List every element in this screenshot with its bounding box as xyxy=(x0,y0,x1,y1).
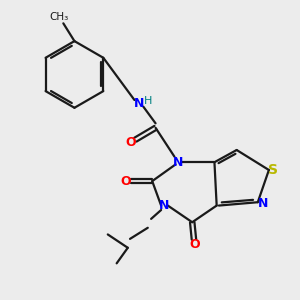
Text: O: O xyxy=(126,136,136,149)
Text: N: N xyxy=(258,197,268,210)
Text: N: N xyxy=(159,199,170,212)
Text: O: O xyxy=(189,238,200,251)
Text: S: S xyxy=(268,163,278,177)
Text: H: H xyxy=(144,96,152,106)
Text: N: N xyxy=(134,97,144,110)
Text: N: N xyxy=(172,156,183,169)
Text: O: O xyxy=(120,175,131,188)
Text: CH₃: CH₃ xyxy=(49,12,68,22)
